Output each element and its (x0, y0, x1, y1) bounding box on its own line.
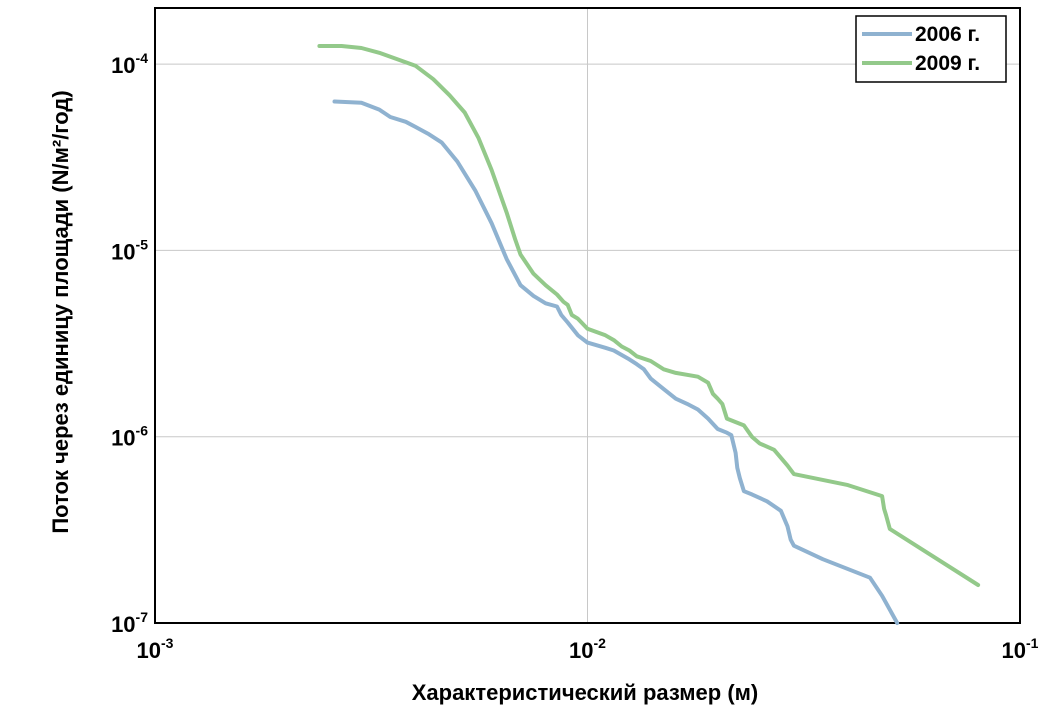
series-line-1 (317, 44, 981, 587)
plot-frame (154, 7, 1021, 624)
y-tick-label: 10-7 (111, 609, 148, 637)
y-tick-labels: 10-7 10-6 10-5 10-4 (111, 50, 148, 637)
x-tick-label: 10-3 (137, 635, 174, 663)
y-tick-label: 10-4 (111, 50, 148, 78)
legend: 2006 г. 2009 г. (855, 15, 1007, 83)
series-layer (317, 44, 981, 625)
y-axis-title: Поток через единицу площади (N/м²/год) (48, 90, 73, 533)
x-tick-label: 10-1 (1002, 635, 1039, 663)
legend-box (855, 15, 1007, 83)
y-tick-label: 10-6 (111, 423, 148, 451)
y-tick-label: 10-5 (111, 236, 148, 264)
x-axis-title: Характеристический размер (м) (412, 680, 759, 705)
x-tick-label: 10-2 (569, 635, 606, 663)
legend-label-2006: 2006 г. (915, 23, 980, 46)
legend-label-2009: 2009 г. (915, 52, 980, 75)
series-line-0 (332, 99, 900, 625)
x-tick-labels: 10-3 10-2 10-1 (137, 635, 1039, 663)
